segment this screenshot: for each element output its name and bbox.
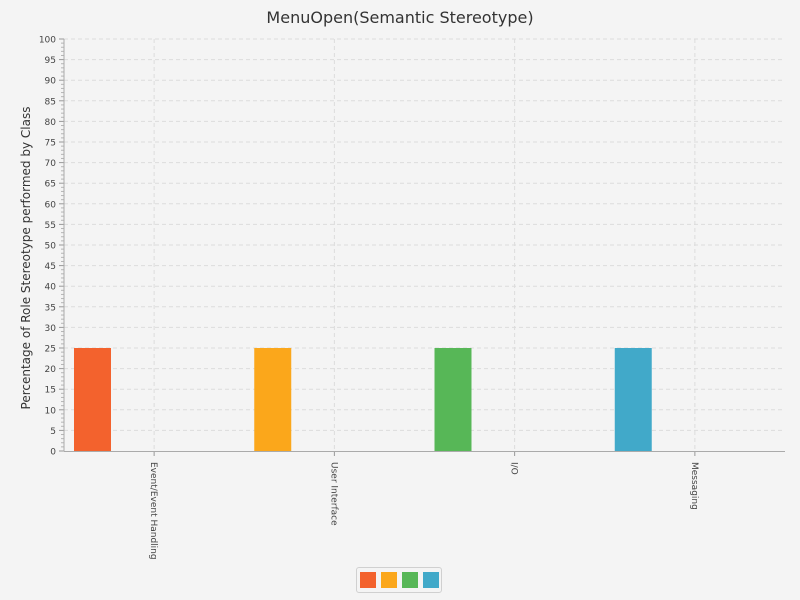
bar: [434, 348, 472, 451]
y-tick-label: 45: [45, 262, 56, 272]
gridlines: [64, 38, 785, 451]
y-tick-label: 85: [45, 97, 56, 107]
y-tick-label: 25: [45, 345, 56, 355]
bar: [254, 348, 292, 451]
legend-swatch: [401, 572, 418, 588]
x-tick-label: Messaging: [689, 462, 699, 510]
y-tick-label: 15: [45, 386, 56, 396]
legend-swatch: [422, 572, 439, 588]
x-tick-label: I/O: [509, 462, 519, 475]
axes: [63, 39, 785, 452]
chart-title: MenuOpen(Semantic Stereotype): [266, 8, 534, 27]
y-tick-label: 80: [45, 118, 57, 128]
bar: [614, 348, 652, 451]
y-tick-label: 100: [39, 36, 56, 46]
y-tick-label: 90: [45, 77, 57, 87]
y-axis-ticks: 0 5 10 15 20 25 30 35 40 45 50 55 60 65 70 75 80 85 90 95 10…: [39, 36, 64, 458]
legend: [356, 567, 442, 593]
y-tick-label: 70: [45, 159, 57, 169]
y-tick-label: 75: [45, 139, 56, 149]
y-tick-label: 60: [45, 200, 57, 210]
y-tick-label: 5: [50, 427, 56, 437]
y-tick-label: 0: [50, 448, 56, 458]
y-tick-label: 95: [45, 56, 56, 66]
x-axis-tick-labels: Event/Event Handling User Interface I/O Mes…: [148, 451, 699, 560]
y-tick-label: 40: [45, 283, 57, 293]
bar: [74, 348, 111, 451]
y-tick-label: 55: [45, 221, 56, 231]
x-tick-label: User Interface: [328, 462, 338, 526]
bars: [74, 348, 652, 451]
y-tick-label: 35: [45, 303, 56, 313]
legend-swatch: [359, 572, 376, 588]
x-tick-label: Event/Event Handling: [148, 462, 158, 560]
y-tick-label: 65: [45, 180, 56, 190]
y-tick-label: 50: [45, 242, 57, 252]
y-tick-label: 10: [45, 406, 57, 416]
y-tick-label: 20: [45, 365, 57, 375]
y-tick-label: 30: [45, 324, 57, 334]
legend-swatch: [380, 572, 397, 588]
